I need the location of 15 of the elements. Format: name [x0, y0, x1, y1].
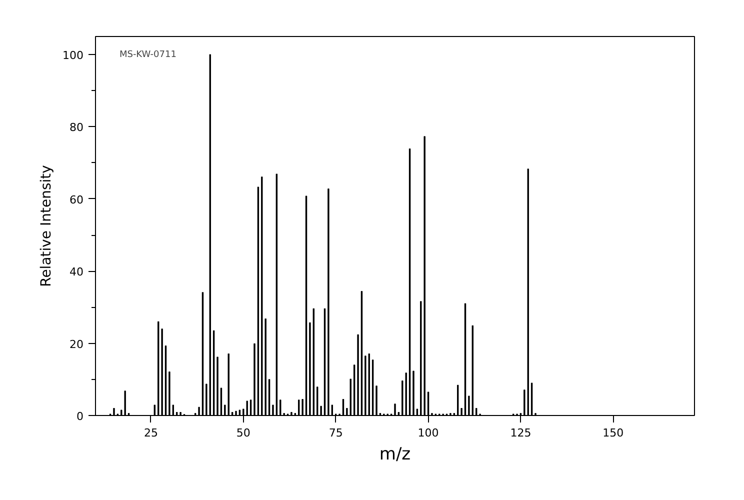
- y-axis-title: Relative Intensity: [38, 165, 55, 287]
- annotation: MS-KW-0711: [119, 50, 176, 60]
- x-tick-label: 25: [144, 426, 158, 440]
- y-tick-label: 20: [70, 338, 84, 351]
- y-tick-label: 40: [70, 266, 84, 279]
- x-tick-label: 125: [510, 426, 532, 440]
- x-tick-label: 50: [236, 426, 250, 440]
- y-tick-label: 80: [70, 121, 84, 134]
- x-tick-label: 100: [418, 426, 439, 440]
- x-tick-label: 75: [328, 426, 343, 440]
- x-axis-title: m/z: [379, 444, 411, 464]
- y-tick-label: 0: [76, 410, 84, 423]
- y-tick-label: 100: [62, 49, 84, 62]
- x-tick-label: 150: [602, 426, 624, 440]
- y-tick-label: 60: [70, 193, 84, 206]
